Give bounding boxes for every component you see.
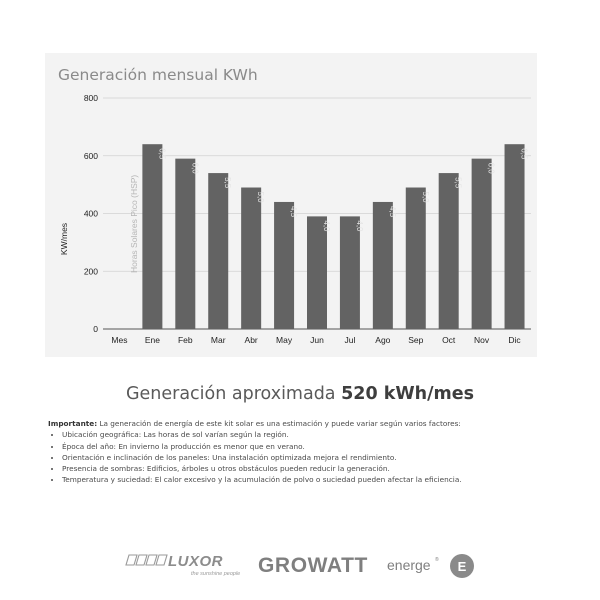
hsp-data-label: 6,0 xyxy=(190,163,199,175)
x-tick-label: Mar xyxy=(211,335,226,345)
x-tick-label: Ene xyxy=(145,335,160,345)
bar-ene xyxy=(142,144,163,329)
x-tick-label: Nov xyxy=(474,335,490,345)
hsp-data-label: 5,0 xyxy=(421,192,430,204)
bar-feb xyxy=(175,158,196,329)
x-tick-label: Ago xyxy=(375,335,390,345)
y-tick-label: 400 xyxy=(84,209,98,219)
bar-nov xyxy=(471,158,492,329)
hsp-data-label: 6,5 xyxy=(157,148,166,160)
hsp-data-label: 4,5 xyxy=(289,206,298,218)
luxor-tagline: the sunshine people xyxy=(191,571,240,577)
x-tick-label: Abr xyxy=(245,335,258,345)
growatt-logo: GROWATT xyxy=(258,554,368,577)
energe-logo: energe ® E xyxy=(387,554,474,578)
hsp-axis-label: Horas Solares Pico (HSP) xyxy=(129,175,139,273)
x-tick-label: Feb xyxy=(178,335,193,345)
hsp-data-label: 5,5 xyxy=(223,177,232,189)
bars xyxy=(142,144,525,329)
luxor-stripes-icon xyxy=(125,554,168,566)
hsp-data-labels: 6,5 6,0 5,5 5,0 4,5 4,0 4,0 4,5 5,0 5,5 6,0 6,5 xyxy=(157,148,528,232)
notes-item: Época del año: En invierno la producción… xyxy=(62,441,568,452)
y-tick-labels: 0 200 400 600 800 xyxy=(84,93,98,334)
energe-mark-letter: E xyxy=(458,559,467,574)
chart-svg: Generación mensual KWh 0 200 400 600 800 KW/… xyxy=(58,66,531,345)
x-tick-label: Dic xyxy=(508,335,521,345)
hsp-data-label: 6,5 xyxy=(520,148,529,160)
y-tick-label: 600 xyxy=(84,151,98,161)
bar-abr xyxy=(241,187,262,329)
notes-item: Ubicación geográfica: Las horas de sol v… xyxy=(62,429,568,440)
notes-item: Orientación e inclinación de los paneles… xyxy=(62,452,568,463)
y-axis-label: KW/mes xyxy=(59,223,69,255)
headline-prefix: Generación aproximada xyxy=(125,384,342,404)
bar-may xyxy=(274,201,295,329)
energe-registered-mark: ® xyxy=(435,556,439,563)
bar-ago xyxy=(372,201,393,329)
bar-dic xyxy=(504,144,525,329)
x-tick-label: Sep xyxy=(408,335,423,345)
notes-list: Ubicación geográfica: Las horas de sol v… xyxy=(48,429,568,485)
y-tick-label: 200 xyxy=(84,266,98,276)
energe-mark-icon xyxy=(450,554,474,578)
hsp-data-label: 4,0 xyxy=(355,220,364,232)
x-tick-label: Jul xyxy=(344,335,355,345)
brand-logos: LUXOR the sunshine people GROWATT energe… xyxy=(0,540,600,590)
hsp-data-label: 4,0 xyxy=(322,220,331,232)
luxor-wordmark: LUXOR xyxy=(168,553,223,570)
bar-mar xyxy=(208,173,229,329)
notes-item: Temperatura y suciedad: El calor excesiv… xyxy=(62,474,568,485)
bar-jul xyxy=(339,216,360,329)
notes-lead: Importante: La generación de energía de … xyxy=(48,418,568,429)
x-tick-label: Oct xyxy=(442,335,456,345)
bar-jun xyxy=(307,216,327,329)
notes-item: Presencia de sombras: Edificios, árboles… xyxy=(62,463,568,474)
headline: Generación aproximada 520 kWh/mes xyxy=(0,384,600,404)
y-tick-label: 0 xyxy=(93,324,98,334)
energe-wordmark: energe xyxy=(387,557,431,573)
hsp-data-label: 5,0 xyxy=(256,192,265,204)
headline-value: 520 kWh/mes xyxy=(341,384,475,404)
hsp-data-label: 4,5 xyxy=(388,206,397,218)
x-tick-labels: Mes Ene Feb Mar Abr May Jun Jul Ago Sep Oct Nov Dic xyxy=(111,335,521,345)
hsp-data-label: 6,0 xyxy=(487,163,496,175)
bar-sep xyxy=(405,187,426,329)
y-tick-label: 800 xyxy=(84,93,98,103)
bar-oct xyxy=(438,173,459,329)
x-tick-label: Jun xyxy=(310,335,324,345)
x-tick-label: May xyxy=(276,335,293,345)
hsp-data-label: 5,5 xyxy=(454,177,463,189)
chart-title: Generación mensual KWh xyxy=(58,66,258,84)
notes-lead-text: La generación de energía de este kit sol… xyxy=(97,419,461,428)
x-tick-label: Mes xyxy=(111,335,127,345)
chart-panel: Generación mensual KWh 0 200 400 600 800 KW/… xyxy=(45,53,537,357)
notes: Importante: La generación de energía de … xyxy=(48,418,568,486)
luxor-logo: LUXOR the sunshine people xyxy=(125,553,240,577)
notes-lead-bold: Importante: xyxy=(48,419,98,428)
